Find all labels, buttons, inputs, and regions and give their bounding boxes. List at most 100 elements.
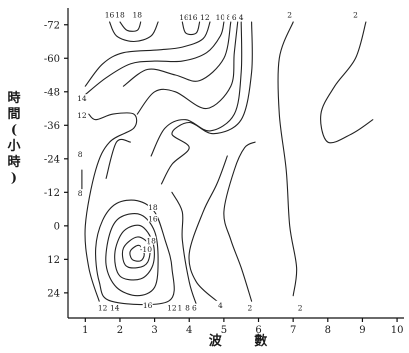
contour-line <box>84 21 211 87</box>
y-tick-label: -60 <box>44 54 60 65</box>
contour-label: 16 <box>188 13 198 22</box>
y-tick-label: -48 <box>44 87 60 98</box>
x-tick-label: 4 <box>186 325 192 336</box>
y-axis-title-char: ( <box>11 123 17 138</box>
x-tick-label: 6 <box>255 325 261 336</box>
contour-line <box>171 191 197 305</box>
contour-label-bg <box>189 303 200 312</box>
contour-label-bg <box>236 13 247 22</box>
contour-label-bg <box>75 189 86 198</box>
contour-line <box>122 21 232 87</box>
contour-label-bg <box>215 300 226 309</box>
x-tick-label: 2 <box>117 325 123 336</box>
contour-label: 18 <box>133 10 143 19</box>
x-tick-label: 10 <box>391 325 404 336</box>
contour-label-bg <box>179 13 190 22</box>
contour-label: 12 <box>98 304 108 313</box>
contour-label-bg <box>140 244 151 253</box>
contour-label: 6 <box>232 13 237 22</box>
contour-label: 12 <box>167 304 177 313</box>
contour-label: 8 <box>227 13 232 22</box>
contour-label: 16 <box>105 10 115 19</box>
contour-label: 16 <box>179 13 189 22</box>
y-tick-label: 12 <box>47 255 60 266</box>
contour-label-bg <box>166 303 177 312</box>
contour-label-bg <box>224 13 235 22</box>
x-axis-title: 波 數 <box>209 333 282 349</box>
x-tick-label: 9 <box>359 325 365 336</box>
y-tick-label: 24 <box>47 288 60 299</box>
contour-label-bg <box>147 203 158 212</box>
contour-label: 2 <box>247 304 252 313</box>
y-axis-title-char: ) <box>11 171 17 186</box>
contour-label-bg <box>76 94 87 103</box>
contour-label-bg <box>75 150 86 159</box>
x-tick-label: 8 <box>325 325 331 336</box>
contour-line <box>84 21 225 96</box>
contour-label-bg <box>177 303 188 312</box>
y-axis-title-char: 間 <box>7 107 20 122</box>
contour-line <box>105 138 131 179</box>
y-tick-label: -12 <box>44 188 60 199</box>
contour-label: 18 <box>115 10 125 19</box>
y-axis-title-char: 小 <box>7 139 20 154</box>
contour-label-bg <box>76 110 87 119</box>
y-axis-title-char: 時 <box>7 90 20 106</box>
contour-label: 18 <box>146 237 156 246</box>
contour-line <box>119 21 142 32</box>
contour-label-bg <box>350 10 361 19</box>
contour-label-bg <box>199 13 210 22</box>
x-tick-label: 1 <box>82 325 88 336</box>
contour-label-bg <box>132 10 143 19</box>
contour-line <box>160 21 253 185</box>
contour-loop <box>95 199 175 306</box>
x-tick-label: 7 <box>290 325 296 336</box>
contour-label: 2 <box>298 304 303 313</box>
contour-label: -10 <box>140 245 152 254</box>
contour-label-bg <box>215 13 226 22</box>
contour-loop <box>114 224 155 281</box>
contour-label: 8 <box>78 189 83 198</box>
contour-label-bg <box>142 300 153 309</box>
contour-label-bg <box>244 303 255 312</box>
contour-label-bg <box>97 303 108 312</box>
contour-label-bg <box>147 214 158 223</box>
contour-line <box>277 21 298 297</box>
contour-label-bg <box>284 10 295 19</box>
contour-label: 16 <box>148 214 158 223</box>
contour-label-bg <box>104 10 115 19</box>
contour-label: 18 <box>148 203 158 212</box>
contour-label: 4 <box>239 13 244 22</box>
contour-label: 8 <box>185 304 190 313</box>
contour-label: 2 <box>353 10 358 19</box>
contour-label: 2 <box>287 10 292 19</box>
y-tick-group: -72 -60 -48 -36 -24 -12 0 12 24 <box>44 20 68 299</box>
contour-label-bg <box>146 236 157 245</box>
contour-label: 14 <box>110 304 120 313</box>
contour-line <box>320 21 374 144</box>
y-axis: -72 -60 -48 -36 -24 -12 0 12 24 <box>44 8 69 318</box>
y-tick-label: -36 <box>44 121 60 132</box>
contour-label: 10 <box>216 13 226 22</box>
contour-line <box>150 21 243 157</box>
contour-label: 14 <box>77 94 87 103</box>
contour-lines <box>81 21 374 306</box>
y-axis-title: 時間(小時) <box>7 90 20 186</box>
contour-line <box>188 155 228 302</box>
contour-label: 6 <box>192 304 197 313</box>
contour-label-bg <box>187 13 198 22</box>
y-axis-title-char: 時 <box>7 154 20 170</box>
x-tick-label: 3 <box>151 325 157 336</box>
contour-label-bg <box>295 303 306 312</box>
contour-label-bg <box>182 303 193 312</box>
y-tick-label: 0 <box>54 221 60 232</box>
x-axis: 1 2 3 4 5 6 7 8 9 10 <box>68 317 404 336</box>
contour-label-bg <box>109 303 120 312</box>
contour-label: 8 <box>78 150 83 159</box>
y-tick-label: -24 <box>44 154 60 165</box>
contour-line <box>181 21 201 36</box>
contour-label: 10 <box>178 304 188 313</box>
x-tick-group: 1 2 3 4 5 6 7 8 9 10 <box>82 318 403 336</box>
